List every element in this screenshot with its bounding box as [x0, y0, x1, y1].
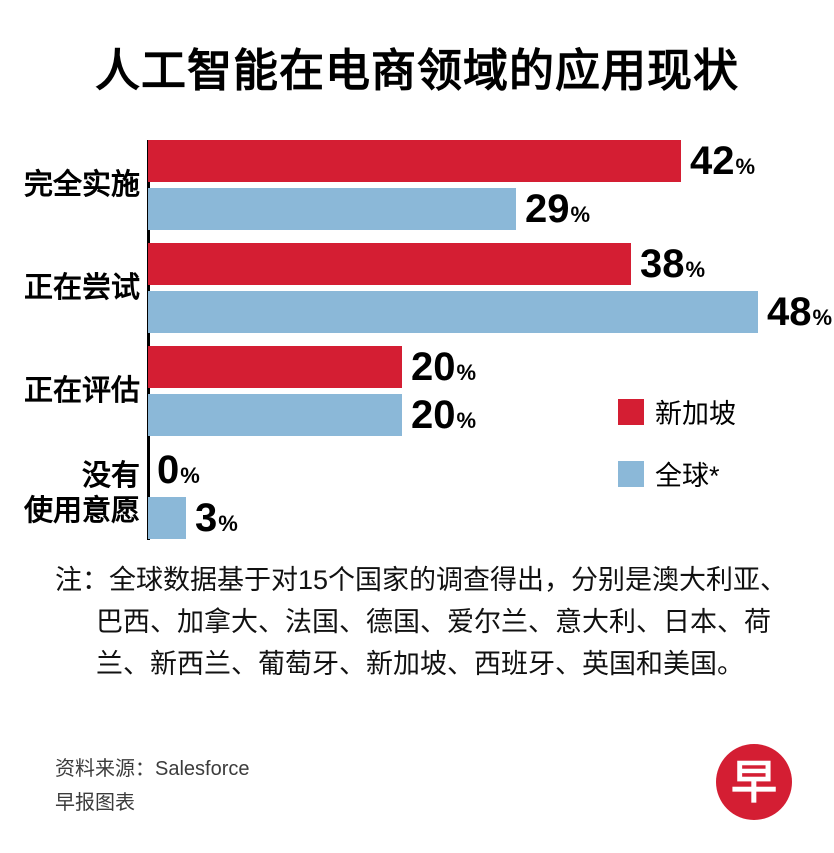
- bar-pair: 42% 29%: [148, 140, 834, 230]
- bar-group: 正在尝试 38% 48%: [0, 243, 834, 333]
- legend-swatch: [618, 460, 644, 487]
- bar-全球*: [148, 291, 758, 333]
- logo-glyph: 早: [731, 756, 777, 808]
- bar-chart: 完全实施 42% 29% 正在尝试 38% 48% 正在评估 20% 20% 没有 使用意愿 0% 3…: [0, 140, 834, 550]
- legend-swatch: [618, 398, 644, 425]
- bar-groups: 完全实施 42% 29% 正在尝试 38% 48% 正在评估 20% 20% 没有 使用意愿 0% 3…: [0, 140, 834, 552]
- source-block: 资料来源：Salesforce 早报图表: [55, 752, 250, 820]
- footnote: 注：全球数据基于对15个国家的调查得出，分别是澳大利亚、巴西、加拿大、法国、德国…: [55, 560, 808, 686]
- source-line-1: 资料来源：Salesforce: [55, 758, 250, 780]
- bar-全球*: [148, 188, 516, 230]
- y-axis-line: [147, 140, 150, 540]
- legend-label: 新加坡: [655, 399, 736, 429]
- bar-row: 3%: [148, 497, 834, 539]
- category-label: 正在评估: [23, 374, 140, 407]
- category-label: 没有 使用意愿: [23, 460, 140, 527]
- bar-row: 20%: [148, 394, 834, 436]
- value-label: 42%: [690, 139, 756, 183]
- legend: 新加坡全球*: [618, 392, 736, 516]
- bar-row: 0%: [148, 449, 834, 491]
- value-label: 3%: [195, 496, 238, 540]
- bar-pair: 38% 48%: [148, 243, 834, 333]
- category-label: 完全实施: [23, 168, 140, 201]
- bar-group: 完全实施 42% 29%: [0, 140, 834, 230]
- bar-row: 42%: [148, 140, 834, 182]
- value-label: 48%: [767, 290, 833, 334]
- bar-row: 20%: [148, 346, 834, 388]
- bar-group: 正在评估 20% 20%: [0, 346, 834, 436]
- bar-新加坡: [148, 140, 681, 182]
- value-label: 38%: [640, 242, 706, 286]
- category-label: 正在尝试: [23, 271, 140, 304]
- bar-pair: 0% 3%: [148, 449, 834, 539]
- value-label: 20%: [411, 345, 477, 389]
- footnote-prefix: 注：: [55, 565, 109, 595]
- value-label: 0%: [157, 448, 200, 492]
- bar-全球*: [148, 497, 186, 539]
- value-label: 20%: [411, 393, 477, 437]
- bar-全球*: [148, 394, 402, 436]
- bar-新加坡: [148, 243, 631, 285]
- bar-row: 29%: [148, 188, 834, 230]
- value-label: 29%: [525, 187, 591, 231]
- bar-group: 没有 使用意愿 0% 3%: [0, 449, 834, 539]
- bar-row: 48%: [148, 291, 834, 333]
- chart-title: 人工智能在电商领域的应用现状: [94, 45, 739, 96]
- footnote-body: 全球数据基于对15个国家的调查得出，分别是澳大利亚、巴西、加拿大、法国、德国、爱…: [96, 565, 788, 679]
- legend-label: 全球*: [655, 461, 720, 491]
- bar-pair: 20% 20%: [148, 346, 834, 436]
- legend-item: 新加坡: [618, 392, 736, 431]
- bar-新加坡: [148, 346, 402, 388]
- legend-item: 全球*: [618, 454, 736, 493]
- bar-row: 38%: [148, 243, 834, 285]
- zaobao-logo: 早: [716, 744, 792, 820]
- source-line-2: 早报图表: [55, 792, 135, 814]
